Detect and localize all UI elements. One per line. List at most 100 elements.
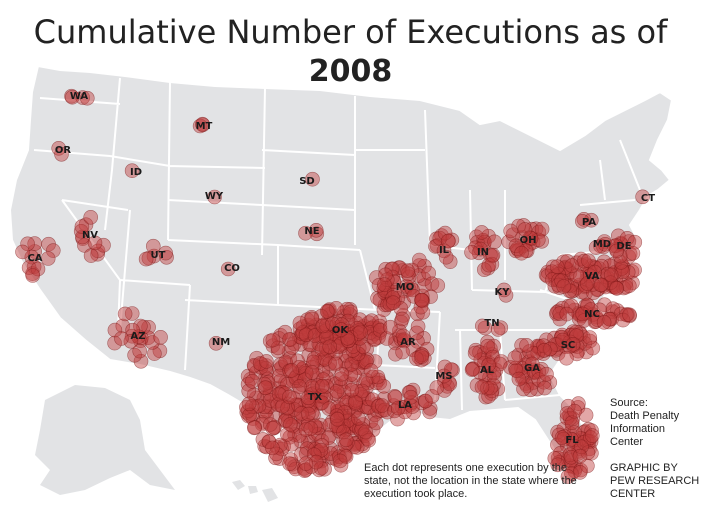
execution-dot-va: [579, 276, 595, 291]
execution-dot-tx: [282, 332, 297, 347]
state-label-id: ID: [130, 167, 142, 178]
execution-dot-ga: [508, 363, 524, 378]
execution-dot-tx: [262, 399, 277, 414]
execution-dot-tx: [262, 417, 278, 432]
execution-dot-ok: [307, 328, 323, 343]
execution-dot-ga: [542, 375, 558, 390]
execution-dot-ut: [159, 249, 174, 265]
execution-dot-mo: [415, 293, 431, 309]
execution-dot-az: [147, 346, 162, 361]
execution-dot-il: [438, 249, 454, 265]
execution-dot-mo: [411, 252, 427, 268]
state-label-ut: UT: [151, 250, 166, 261]
execution-dot-ok: [334, 317, 350, 332]
execution-dot-mo: [417, 258, 432, 274]
execution-dot-tx: [376, 378, 392, 394]
execution-dot-ms: [445, 362, 460, 378]
state-label-pa: PA: [582, 217, 596, 228]
execution-dot-az: [123, 333, 139, 349]
execution-dot-or: [54, 147, 69, 162]
execution-dot-tx: [246, 357, 262, 373]
execution-dot-va: [564, 258, 580, 273]
execution-dot-ok: [340, 330, 355, 346]
execution-dot-oh: [503, 223, 519, 239]
execution-dot-tx: [321, 430, 336, 446]
execution-dot-va: [609, 281, 625, 296]
execution-dot-ar: [395, 328, 411, 344]
state-label-mo: MO: [396, 282, 414, 293]
execution-dot-az: [133, 318, 148, 334]
execution-dot-tx: [363, 363, 379, 378]
execution-dot-mo: [385, 295, 401, 311]
state-label-sc: SC: [561, 340, 576, 351]
execution-dot-ga: [507, 350, 523, 366]
execution-dot-fl: [550, 457, 566, 473]
execution-dot-ar: [382, 319, 398, 335]
execution-dot-mt: [195, 116, 210, 132]
execution-dot-oh: [508, 243, 524, 259]
execution-dot-mo: [414, 292, 430, 308]
execution-dot-ga: [539, 366, 554, 382]
execution-dot-ok: [319, 303, 335, 319]
execution-dot-al: [493, 354, 509, 369]
execution-dot-fl: [564, 415, 580, 431]
execution-dot-va: [562, 283, 578, 299]
execution-dot-tx: [365, 369, 381, 385]
execution-dot-ok: [313, 308, 329, 324]
execution-dot-tx: [259, 409, 274, 424]
execution-dot-la: [402, 384, 418, 400]
state-label-ok: OK: [332, 325, 350, 336]
execution-dot-tx: [349, 440, 365, 455]
execution-dot-nv: [83, 210, 98, 225]
execution-dot-ky: [498, 287, 514, 303]
state-label-wa: WA: [70, 91, 89, 102]
execution-dot-mo: [400, 263, 415, 279]
state-label-il: IL: [439, 245, 450, 256]
execution-dot-oh: [508, 238, 524, 254]
state-label-tn: TN: [484, 318, 499, 329]
execution-dot-tx: [272, 437, 288, 453]
execution-dot-ut: [138, 251, 154, 267]
execution-dot-fl: [574, 439, 589, 455]
execution-dot-il: [437, 225, 453, 241]
execution-dot-az: [153, 329, 168, 345]
execution-dot-pa: [576, 212, 592, 227]
alaska-shape: [35, 385, 175, 495]
execution-dot-nv: [73, 224, 89, 239]
execution-dot-tx: [368, 415, 384, 431]
execution-dot-tx: [260, 371, 275, 387]
execution-dot-tx: [332, 453, 348, 469]
execution-dot-az: [125, 322, 140, 338]
execution-dot-in: [474, 225, 490, 240]
execution-dot-tx: [314, 378, 330, 394]
execution-dot-pa: [574, 214, 590, 229]
execution-dot-va: [587, 264, 602, 280]
execution-dot-sc: [582, 330, 598, 345]
execution-dot-mo: [377, 277, 392, 292]
execution-dot-nc: [563, 298, 579, 314]
execution-dot-de: [627, 234, 643, 250]
execution-dot-ca: [25, 268, 41, 283]
execution-dot-tx: [252, 356, 268, 371]
execution-dot-mo: [393, 301, 409, 316]
state-label-de: DE: [616, 241, 631, 252]
execution-dot-al: [486, 338, 502, 354]
execution-dot-mo: [424, 276, 440, 292]
execution-dot-fl: [572, 465, 588, 480]
map-title: Cumulative Number of Executions as of: [33, 13, 668, 51]
execution-dot-al: [464, 362, 480, 378]
execution-dot-nc: [622, 307, 637, 323]
execution-dot-va: [556, 279, 572, 294]
execution-dot-ar: [379, 331, 395, 346]
execution-dot-tx: [306, 354, 321, 370]
execution-dot-va: [545, 272, 560, 287]
execution-dot-oh: [534, 221, 550, 237]
execution-dot-ca: [20, 236, 35, 252]
execution-dot-mo: [404, 262, 420, 278]
execution-dot-tx: [339, 395, 355, 411]
execution-dot-fl: [554, 430, 570, 445]
execution-dot-tx: [307, 418, 323, 434]
execution-dot-de: [625, 246, 641, 261]
execution-dot-tx: [298, 422, 314, 437]
